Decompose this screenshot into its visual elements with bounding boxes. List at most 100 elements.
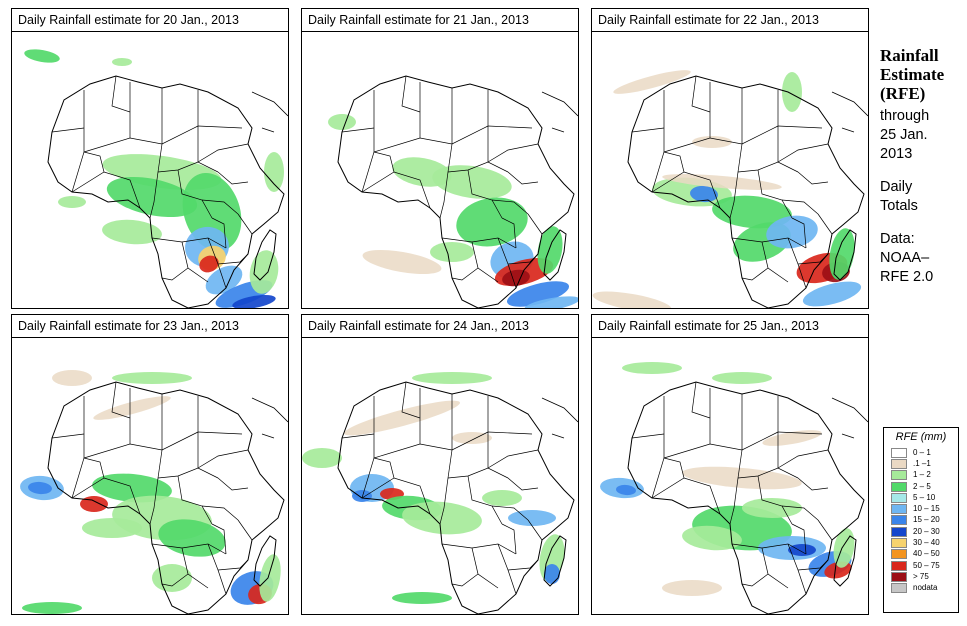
rainfall-cell: [802, 281, 862, 307]
country-border: [631, 433, 665, 439]
arabian-coastline: [251, 397, 288, 439]
legend-swatch: [891, 526, 907, 537]
country-border: [83, 125, 199, 153]
rainfall-map: [600, 362, 868, 614]
country-border: [157, 88, 163, 173]
data-label: Data:: [880, 231, 915, 247]
country-border: [663, 431, 779, 459]
country-border: [781, 505, 819, 521]
rainfall-field: [20, 370, 281, 614]
legend-label: 0 – 1: [913, 447, 931, 457]
country-border: [467, 475, 503, 525]
country-border: [729, 477, 739, 525]
country-border: [491, 505, 529, 521]
country-border: [497, 543, 517, 595]
country-border: [729, 171, 739, 219]
rainfall-map: [24, 49, 288, 308]
country-border: [373, 151, 395, 173]
rainfall-cell: [742, 498, 802, 518]
legend-item: .1 –1: [891, 458, 958, 469]
country-border: [237, 519, 253, 541]
country-border: [471, 547, 499, 589]
country-border: [111, 75, 131, 113]
rainfall-cell: [622, 362, 682, 374]
country-border: [71, 396, 85, 499]
country-border: [663, 151, 685, 173]
country-border: [757, 169, 793, 219]
legend-item: > 75: [891, 571, 958, 582]
country-border: [341, 433, 375, 439]
rainfall-cell: [782, 72, 802, 112]
rainfall-cell: [712, 195, 792, 229]
country-border: [51, 127, 85, 133]
rainfall-cell: [328, 114, 356, 130]
rainfall-cell: [352, 490, 372, 502]
country-border: [151, 237, 227, 249]
rainfall-cell: [402, 501, 482, 535]
legend-item: nodata: [891, 583, 958, 594]
main-title-line: Rainfall: [880, 46, 939, 65]
rainfall-cell: [506, 281, 570, 307]
rainfall-cell: [613, 70, 691, 94]
rainfall-panel-jan23: Daily Rainfall estimate for 23 Jan., 201…: [11, 314, 289, 615]
rainfall-cell: [712, 372, 772, 384]
country-border: [71, 90, 85, 193]
country-border: [777, 449, 829, 469]
rainfall-cell: [362, 249, 442, 275]
end-date: 25 Jan.: [880, 127, 928, 143]
madagascar-outline: [543, 535, 567, 587]
arabian-coastline: [831, 91, 868, 133]
rainfall-panel-jan22: Daily Rainfall estimate for 22 Jan., 201…: [591, 8, 869, 309]
country-border: [71, 477, 141, 515]
country-border: [797, 559, 829, 571]
country-border: [83, 151, 105, 173]
country-border: [361, 171, 431, 209]
data-source: NOAA–: [880, 250, 930, 266]
country-border: [401, 381, 421, 419]
country-border: [201, 505, 239, 521]
daily-label: Daily: [880, 179, 913, 195]
madagascar-outline: [833, 535, 857, 587]
rainfall-cell: [592, 291, 672, 308]
rainfall-cell: [152, 564, 192, 592]
panel-title: Daily Rainfall estimate for 21 Jan., 201…: [302, 9, 578, 32]
rainfall-map: [20, 370, 288, 614]
legend-swatch: [891, 492, 907, 503]
country-border: [651, 396, 665, 499]
country-border: [781, 199, 819, 215]
country-border: [691, 75, 711, 113]
country-border: [217, 559, 249, 571]
country-border: [149, 171, 159, 219]
country-border: [177, 475, 213, 525]
rainfall-cell: [482, 490, 522, 506]
panel-title: Daily Rainfall estimate for 20 Jan., 201…: [12, 9, 288, 32]
country-border: [791, 217, 807, 249]
country-border: [211, 523, 227, 555]
country-border: [217, 253, 249, 265]
madagascar-outline: [833, 229, 857, 281]
rainfall-field: [600, 362, 855, 596]
country-border: [507, 253, 539, 265]
arabian-coastline: [541, 91, 578, 133]
sidebar-caption: Rainfall Estimate (RFE) through 25 Jan. …: [880, 46, 965, 287]
rainfall-panel-jan25: Daily Rainfall estimate for 25 Jan., 201…: [591, 314, 869, 615]
rainfall-field: [24, 49, 284, 308]
rainfall-cell: [58, 196, 86, 208]
country-border: [451, 267, 479, 281]
country-border: [83, 457, 105, 479]
rainfall-cell: [106, 176, 198, 218]
country-border: [71, 171, 141, 209]
rainfall-cell: [788, 544, 816, 556]
country-border: [527, 519, 543, 541]
country-border: [467, 169, 503, 219]
main-title-line: (RFE): [880, 84, 926, 103]
country-border: [757, 475, 793, 525]
country-border: [201, 199, 239, 215]
rainfall-panel-jan20: Daily Rainfall estimate for 20 Jan., 201…: [11, 8, 289, 309]
country-border: [361, 90, 375, 193]
country-border: [651, 90, 665, 193]
rainfall-cell: [112, 372, 192, 384]
legend-swatch: [891, 470, 907, 481]
rainfall-cell: [28, 481, 52, 495]
